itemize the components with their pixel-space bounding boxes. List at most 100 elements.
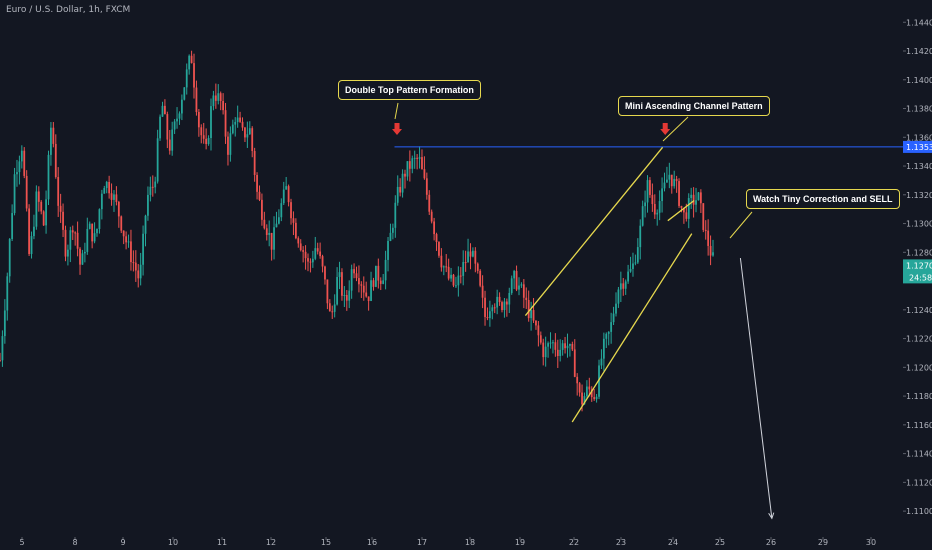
candle-body (404, 173, 406, 177)
price-tick-label: 1.12800 (906, 248, 932, 257)
candle-body (571, 343, 574, 350)
candle-body (224, 110, 227, 137)
candle-body (391, 227, 394, 233)
date-tick-label: 10 (168, 538, 178, 547)
candle-body (127, 241, 130, 243)
candle-body (171, 129, 174, 151)
candle-body (290, 202, 292, 219)
candle-body (134, 262, 137, 271)
candle-body (98, 209, 101, 229)
candle-body (692, 194, 695, 205)
candle-body (641, 206, 644, 226)
channel-line[interactable] (571, 233, 693, 423)
candle-body (190, 55, 193, 64)
candle-body (105, 181, 108, 189)
double-top-annotation[interactable]: Double Top Pattern Formation (338, 80, 481, 100)
projection-line[interactable] (739, 257, 773, 519)
candle-body (110, 193, 113, 200)
candle-body (173, 121, 176, 130)
candle-body (67, 249, 69, 257)
candle-body (314, 248, 317, 259)
candle-body (18, 161, 21, 173)
candle-body (510, 278, 513, 293)
candle-body (234, 121, 237, 125)
candle-body (270, 232, 273, 250)
candle-body (379, 280, 382, 284)
current-price-box (903, 259, 932, 284)
mini-channel-annotation[interactable]: Mini Ascending Channel Pattern (618, 96, 770, 116)
candle-body (362, 285, 365, 293)
candle-body (425, 178, 428, 195)
price-tick-label: 1.13600 (906, 133, 932, 142)
candle-body (71, 230, 74, 233)
candle-body (435, 234, 438, 243)
candle-body (375, 265, 377, 287)
candle-body (370, 280, 372, 301)
candle-body (159, 116, 161, 139)
candle-body (542, 342, 545, 358)
date-tick-label: 18 (465, 538, 475, 547)
candle-body (462, 262, 465, 276)
candle-body (573, 349, 576, 377)
watch-correction-annotation[interactable]: Watch Tiny Correction and SELL (746, 189, 900, 209)
price-tick-label: 1.11800 (906, 392, 932, 401)
candle-body (154, 181, 157, 188)
candle-body (658, 201, 661, 213)
candle-body (472, 250, 474, 257)
candle-body (156, 138, 159, 182)
candle-body (93, 233, 96, 242)
candle-body (200, 127, 203, 136)
candle-body (624, 281, 627, 289)
candle-body (350, 269, 353, 291)
candle-body (666, 179, 668, 183)
candle-body (280, 203, 283, 218)
candle-body (593, 397, 596, 400)
candle-body (149, 186, 152, 195)
candle-body (549, 342, 552, 344)
candle-body (268, 232, 271, 235)
candle-body (544, 346, 547, 358)
candle-body (661, 188, 663, 202)
channel-line[interactable] (667, 200, 695, 222)
candle-body (309, 261, 312, 263)
candle-body (496, 296, 499, 308)
candle-body (13, 174, 16, 214)
candle-body (8, 238, 11, 277)
date-tick-label: 23 (616, 538, 626, 547)
candle-body (338, 272, 341, 278)
candle-body (455, 285, 457, 287)
candle-body (23, 150, 26, 176)
candle-body (440, 255, 443, 268)
candle-body (605, 333, 608, 339)
candle-body (646, 180, 649, 203)
candle-body (481, 285, 484, 298)
candle-body (680, 205, 683, 208)
date-tick-label: 24 (668, 538, 678, 547)
candle-body (3, 310, 6, 337)
price-tick-label: 1.12400 (906, 306, 932, 315)
candle-body (193, 63, 195, 88)
candle-body (50, 127, 52, 155)
candle-body (670, 174, 673, 187)
candle-body (219, 93, 222, 101)
candle-body (612, 313, 615, 323)
candle-body (188, 55, 191, 70)
candle-body (197, 112, 200, 128)
candle-body (416, 157, 419, 159)
candle-body (408, 161, 411, 169)
candle-body (569, 343, 571, 346)
candle-body (668, 174, 671, 180)
candle-body (307, 258, 309, 262)
candle-body (311, 258, 314, 263)
candle-body (663, 182, 666, 189)
candle-body (532, 310, 535, 321)
channel-line[interactable] (524, 146, 664, 316)
price-tick-label: 1.13800 (906, 105, 932, 114)
candle-body (74, 232, 77, 234)
candle-body (326, 279, 329, 304)
candle-body (265, 228, 268, 235)
candle-body (100, 193, 103, 210)
candle-body (615, 303, 617, 314)
candle-body (622, 283, 625, 289)
candle-body (125, 236, 128, 243)
